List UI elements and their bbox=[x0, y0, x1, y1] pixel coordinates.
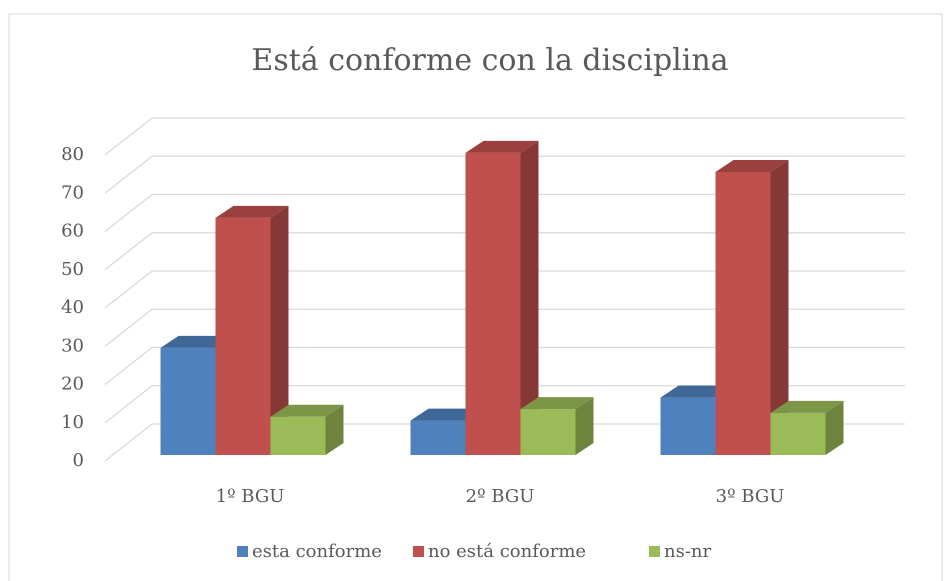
bar-side bbox=[520, 140, 539, 455]
legend-label: ns-nr bbox=[664, 541, 712, 562]
bar bbox=[465, 152, 521, 455]
bar-top bbox=[270, 404, 344, 417]
bar-top bbox=[465, 140, 539, 153]
bar-top bbox=[660, 385, 734, 398]
bar-side bbox=[270, 205, 289, 455]
bar bbox=[410, 420, 466, 455]
bar-top bbox=[410, 408, 484, 421]
grid-line bbox=[104, 385, 905, 424]
legend-swatch bbox=[237, 546, 248, 557]
bar bbox=[715, 171, 771, 455]
grid-line bbox=[104, 155, 905, 194]
y-tick-label: 50 bbox=[61, 259, 84, 280]
bar-top bbox=[770, 400, 844, 413]
chart-title: Está conforme con la disciplina bbox=[251, 43, 728, 78]
y-tick-label: 0 bbox=[73, 450, 84, 471]
bar-top bbox=[215, 205, 289, 218]
x-tick-label: 1º BGU bbox=[216, 486, 285, 507]
bar-top bbox=[715, 159, 789, 172]
grid-line bbox=[104, 117, 905, 156]
legend-label: no está conforme bbox=[428, 541, 586, 562]
x-tick-label: 3º BGU bbox=[716, 486, 785, 507]
bar bbox=[660, 397, 716, 455]
x-tick-label: 2º BGU bbox=[466, 486, 535, 507]
bar bbox=[520, 409, 576, 455]
bar bbox=[215, 217, 271, 455]
bar-side bbox=[325, 404, 344, 455]
grid-line bbox=[104, 270, 905, 309]
bar bbox=[270, 416, 326, 455]
bar-side bbox=[770, 159, 789, 455]
grid-line bbox=[104, 423, 905, 462]
y-tick-label: 80 bbox=[61, 144, 84, 165]
grid-line bbox=[104, 193, 905, 233]
bar-side bbox=[575, 397, 594, 455]
grid-line bbox=[104, 232, 905, 271]
legend-swatch bbox=[649, 546, 660, 557]
legend-label: esta conforme bbox=[252, 541, 382, 562]
bar bbox=[770, 412, 826, 455]
y-tick-label: 10 bbox=[61, 412, 84, 433]
bar-top bbox=[160, 335, 234, 348]
y-tick-label: 70 bbox=[61, 182, 84, 203]
bar-top bbox=[520, 397, 594, 410]
y-tick-label: 60 bbox=[61, 221, 84, 242]
y-tick-label: 30 bbox=[61, 335, 84, 356]
grid-line bbox=[104, 308, 905, 347]
grid-line bbox=[104, 346, 905, 386]
y-tick-label: 40 bbox=[61, 297, 84, 318]
legend-swatch bbox=[413, 546, 424, 557]
y-tick-label: 20 bbox=[61, 374, 84, 395]
bar bbox=[160, 347, 216, 455]
bar-side bbox=[825, 400, 844, 455]
